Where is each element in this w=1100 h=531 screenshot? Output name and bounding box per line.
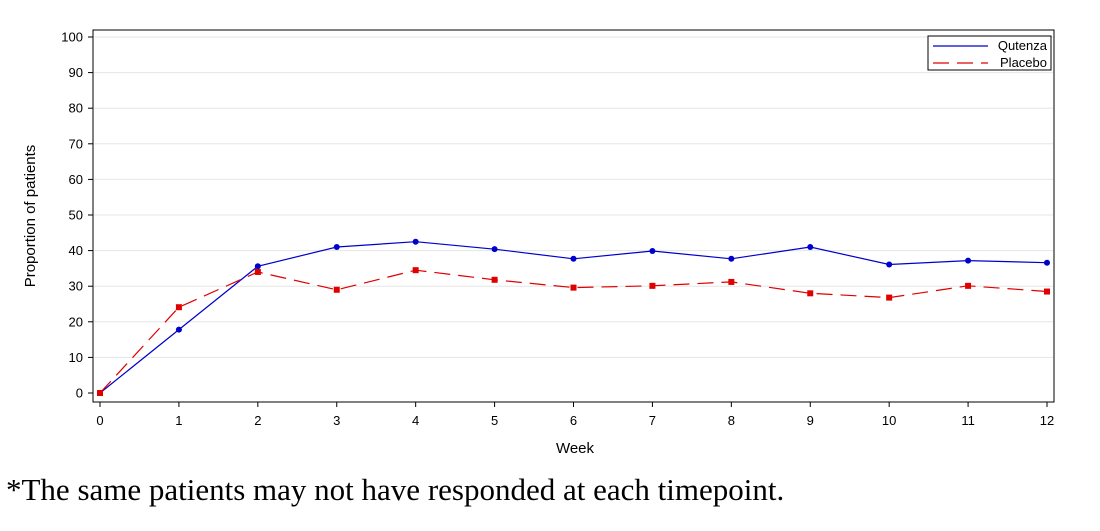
data-point-placebo: [965, 282, 972, 289]
x-tick-label: 1: [175, 413, 182, 428]
y-tick-label: 40: [69, 243, 83, 258]
data-point-placebo: [97, 390, 103, 396]
gridlines: [94, 36, 1053, 358]
data-point-qutenza: [175, 326, 182, 333]
data-point-placebo: [491, 276, 498, 283]
x-tick-label: 0: [96, 413, 103, 428]
x-tick-label: 9: [807, 413, 814, 428]
legend-label-qutenza: Qutenza: [998, 38, 1048, 53]
x-tick-label: 10: [882, 413, 896, 428]
plot-frame: [92, 29, 1055, 403]
legend-label-placebo: Placebo: [1000, 55, 1047, 70]
y-tick-label: 80: [69, 101, 83, 116]
y-tick-label: 50: [69, 208, 83, 223]
data-point-qutenza: [886, 261, 893, 268]
data-point-placebo: [807, 290, 814, 297]
legend-box: [927, 35, 1052, 71]
y-axis: 0 10 20 30 40 50 60 70 80 90 100: [61, 30, 93, 401]
x-axis: 0 1 2 3 4 5 6 7 8 9 10 11 12: [96, 402, 1054, 428]
data-point-placebo: [254, 268, 261, 275]
data-point-placebo: [1044, 288, 1050, 295]
data-point-placebo: [412, 267, 419, 274]
data-point-qutenza: [570, 255, 577, 262]
data-point-qutenza: [412, 238, 419, 245]
data-point-placebo: [333, 286, 340, 293]
y-tick-label: 20: [69, 314, 83, 329]
x-axis-title: Week: [556, 440, 595, 457]
series-line-qutenza: [99, 241, 1048, 394]
data-point-placebo: [649, 282, 656, 289]
data-point-qutenza: [807, 244, 814, 251]
y-tick-label: 10: [69, 350, 83, 365]
footnote: *The same patients may not have responde…: [6, 472, 785, 507]
x-tick-label: 8: [728, 413, 735, 428]
x-tick-label: 11: [961, 413, 975, 428]
data-point-placebo: [728, 278, 735, 285]
y-tick-label: 0: [76, 386, 83, 401]
data-point-placebo: [570, 284, 577, 291]
x-tick-label: 6: [570, 413, 577, 428]
x-tick-label: 12: [1040, 413, 1054, 428]
x-tick-label: 2: [254, 413, 261, 428]
x-tick-label: 5: [491, 413, 498, 428]
data-point-placebo: [886, 294, 893, 301]
data-point-qutenza: [728, 255, 735, 262]
data-point-qutenza: [1044, 259, 1050, 266]
y-tick-label: 100: [61, 30, 83, 45]
data-point-qutenza: [965, 257, 972, 264]
data-point-qutenza: [491, 246, 498, 253]
y-tick-label: 90: [69, 65, 83, 80]
y-axis-title: Proportion of patients: [22, 145, 39, 288]
x-tick-label: 4: [412, 413, 419, 428]
data-point-qutenza: [254, 263, 261, 270]
data-point-qutenza: [649, 247, 656, 254]
y-tick-label: 60: [69, 172, 83, 187]
data-point-placebo: [175, 304, 182, 311]
legend: Qutenza Placebo: [927, 35, 1052, 71]
x-tick-label: 3: [333, 413, 340, 428]
series-layer: [97, 238, 1050, 396]
y-tick-label: 70: [69, 136, 83, 151]
x-tick-label: 7: [649, 413, 656, 428]
y-tick-label: 30: [69, 279, 83, 294]
data-point-qutenza: [333, 244, 340, 251]
